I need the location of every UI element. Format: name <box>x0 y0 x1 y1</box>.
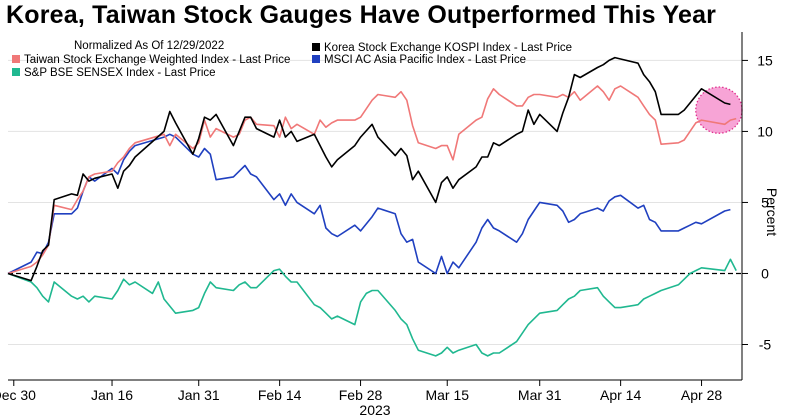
x-tick-label: Mar 31 <box>518 387 562 403</box>
legend-swatch <box>12 68 20 76</box>
highlight-circle <box>695 86 743 134</box>
x-tick-label: Feb 14 <box>258 387 302 403</box>
x-tick-label: Feb 28 <box>339 387 383 403</box>
series-layer <box>7 56 737 357</box>
series-line-3 <box>7 258 737 357</box>
x-tick-label: Jan 16 <box>91 387 133 403</box>
series-line-2 <box>7 133 731 275</box>
x-tick-label: Apr 14 <box>600 387 641 403</box>
legend-swatch <box>312 43 320 51</box>
series-line-1 <box>7 85 737 275</box>
axes: -5 0 5 10 15 Percent Dec 30 Jan 16 Jan 31 Feb 14 F… <box>0 32 780 417</box>
y-axis-title: Percent <box>764 188 780 236</box>
legend-subtitle: Normalized As Of 12/29/2022 <box>74 40 224 52</box>
x-tick-label: Apr 28 <box>681 387 722 403</box>
legend-swatch <box>12 55 20 63</box>
x-tick-label: Jan 31 <box>178 387 220 403</box>
legend: Normalized As Of 12/29/2022 Taiwan Stock … <box>12 40 572 79</box>
x-tick-label: Mar 15 <box>425 387 469 403</box>
y-tick-label: 0 <box>761 265 769 281</box>
y-tick-label: -5 <box>759 336 772 352</box>
gridlines <box>8 59 742 345</box>
x-year-label: 2023 <box>359 402 390 417</box>
series-line-0 <box>7 56 731 282</box>
y-tick-label: 10 <box>757 123 773 139</box>
legend-label: Korea Stock Exchange KOSPI Index - Last … <box>324 42 572 54</box>
chart-title: Korea, Taiwan Stock Gauges Have Outperfo… <box>6 1 717 29</box>
x-tick-label: Dec 30 <box>0 387 36 403</box>
y-tick-label: 15 <box>757 52 773 68</box>
legend-label: S&P BSE SENSEX Index - Last Price <box>24 67 216 79</box>
legend-swatch <box>312 55 320 63</box>
highlight-layer <box>695 86 743 134</box>
legend-label: MSCI AC Asia Pacific Index - Last Price <box>324 54 526 66</box>
y-tick-label: 5 <box>761 194 769 210</box>
legend-label: Taiwan Stock Exchange Weighted Index - L… <box>24 54 290 66</box>
